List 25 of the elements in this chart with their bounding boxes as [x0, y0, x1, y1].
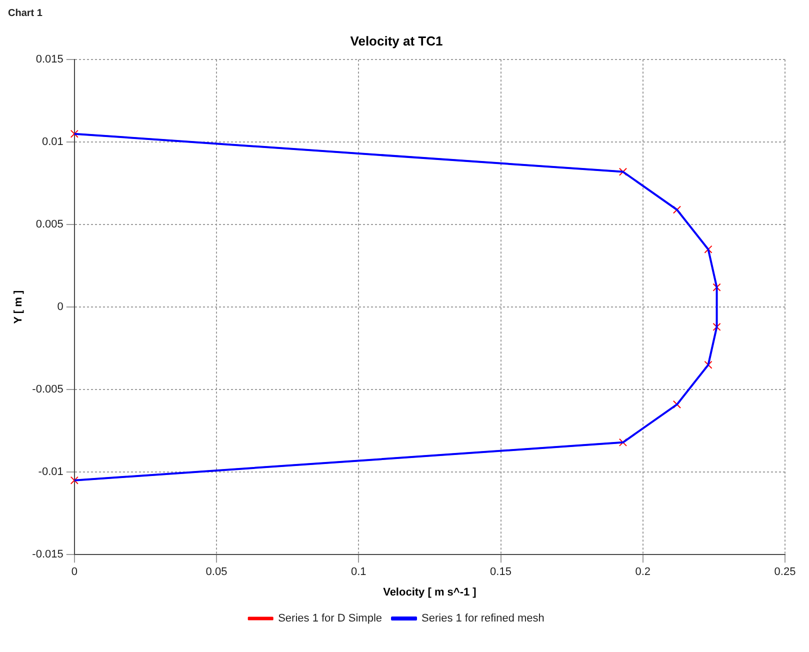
x-tick-label: 0.25 [774, 566, 796, 578]
point [712, 322, 721, 331]
y-tick-label: -0.015 [32, 548, 64, 561]
x-tick-label: 0.2 [635, 566, 651, 578]
y-tick-label: 0 [57, 301, 64, 314]
y-tick-label: 0.005 [36, 218, 64, 231]
point [70, 130, 78, 138]
point [618, 438, 628, 446]
chart-title: Velocity at TC1 [350, 33, 443, 48]
y-tick-label: 0.015 [36, 54, 64, 66]
x-tick-label: 0.05 [206, 566, 228, 578]
point [712, 283, 721, 292]
y-tick-label: 0.01 [42, 136, 64, 148]
legend-label: Series 1 for refined mesh [422, 612, 544, 625]
y-tick-label: -0.005 [32, 384, 64, 396]
y-axis-title: Y [ m ] [12, 290, 25, 324]
caption: Chart 1 [8, 8, 44, 21]
point [618, 168, 628, 176]
x-tick-label: 0 [71, 566, 78, 578]
y-tick-label: -0.01 [38, 466, 64, 478]
legend-label: Series 1 for D Simple [278, 612, 382, 625]
point [70, 476, 78, 484]
x-axis-title: Velocity [ m s^-1 ] [383, 586, 477, 598]
x-tick-label: 0.1 [350, 566, 366, 578]
x-tick-label: 0.15 [490, 566, 512, 578]
